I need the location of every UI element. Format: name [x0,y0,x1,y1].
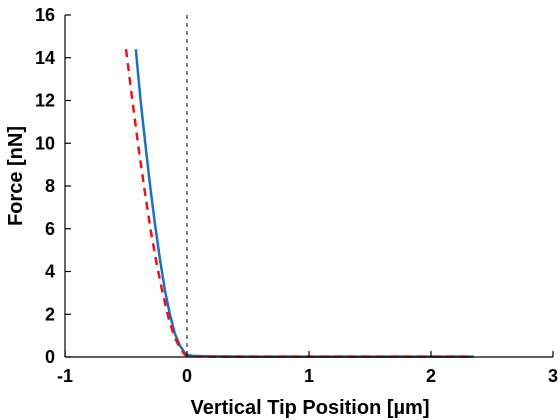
y-tick-label: 6 [45,219,55,239]
series-2-line [124,49,474,358]
x-tick-label: 0 [182,366,192,386]
y-tick-label: 8 [45,176,55,196]
y-tick-label: 12 [35,91,55,111]
x-tick-label: 2 [426,366,436,386]
x-tick-label: 3 [548,366,558,386]
y-tick-label: 2 [45,304,55,324]
series-1-line [134,49,474,358]
y-tick-label: 14 [35,48,55,68]
y-tick-label: 16 [35,5,55,25]
y-tick-label: 0 [45,347,55,367]
y-tick-label: 10 [35,133,55,153]
x-axis-label: Vertical Tip Position [µm] [191,397,430,419]
y-axis-label: Force [nN] [5,126,27,226]
x-tick-label: 1 [304,366,314,386]
x-tick-label: -1 [57,366,73,386]
series-layer [124,49,474,358]
y-tick-label: 4 [45,262,55,282]
